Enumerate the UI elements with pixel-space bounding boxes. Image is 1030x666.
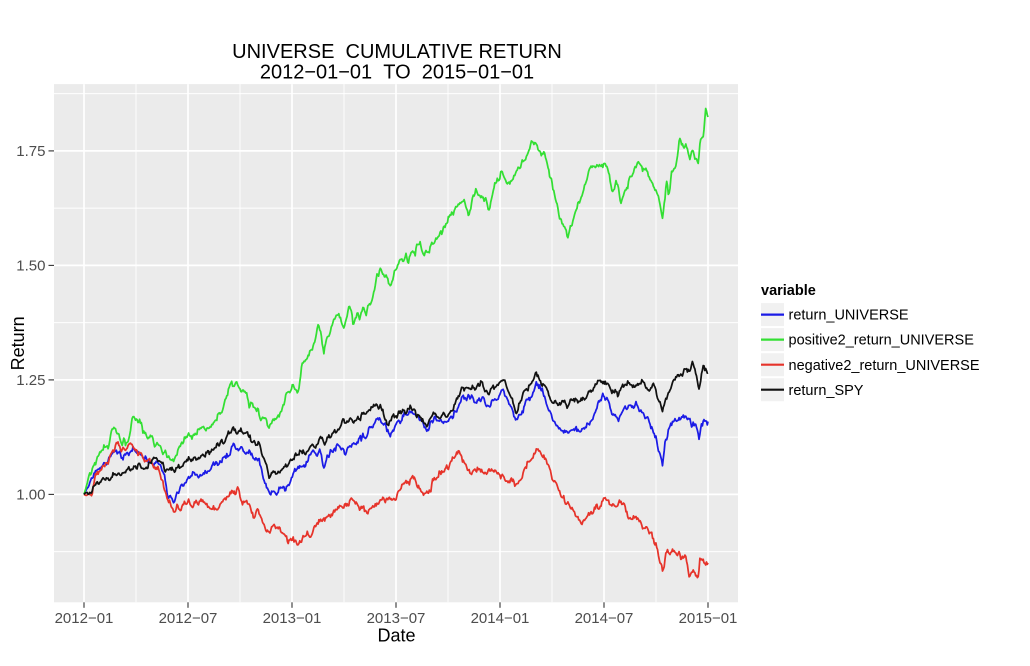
svg-text:1.50: 1.50: [16, 258, 45, 275]
svg-text:2012−07: 2012−07: [159, 610, 218, 627]
svg-text:1.25: 1.25: [16, 372, 45, 389]
svg-text:return_SPY: return_SPY: [789, 383, 864, 399]
svg-text:negative2_return_UNIVERSE: negative2_return_UNIVERSE: [789, 358, 980, 374]
svg-text:return_UNIVERSE: return_UNIVERSE: [789, 308, 909, 324]
svg-text:2014−01: 2014−01: [471, 610, 530, 627]
svg-text:Return: Return: [8, 316, 28, 370]
svg-text:2012−01−01 TO 2015−01−01: 2012−01−01 TO 2015−01−01: [260, 62, 534, 84]
svg-text:1.00: 1.00: [16, 487, 45, 504]
svg-text:2014−07: 2014−07: [575, 610, 634, 627]
svg-text:Date: Date: [377, 626, 415, 646]
svg-text:1.75: 1.75: [16, 143, 45, 160]
svg-text:UNIVERSE CUMULATIVE RETURN: UNIVERSE CUMULATIVE RETURN: [232, 41, 562, 63]
svg-text:variable: variable: [761, 283, 816, 299]
svg-text:2015−01: 2015−01: [679, 610, 738, 627]
svg-text:2013−07: 2013−07: [367, 610, 426, 627]
svg-text:positive2_return_UNIVERSE: positive2_return_UNIVERSE: [789, 333, 975, 349]
svg-text:2012−01: 2012−01: [55, 610, 114, 627]
svg-text:2013−01: 2013−01: [263, 610, 322, 627]
